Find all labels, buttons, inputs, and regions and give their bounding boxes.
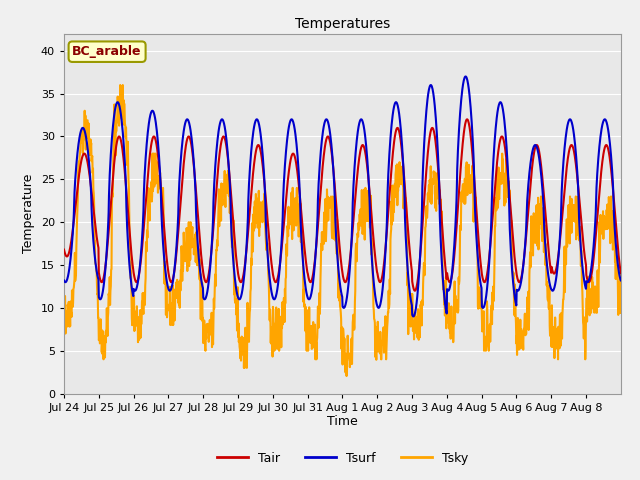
Tsky [328,235,336,241]
Tsky [343,373,351,379]
Tsky [474,306,482,312]
Tsurf [410,313,417,319]
Tair [411,288,419,294]
Tsky [611,212,618,217]
Title: Temperatures: Temperatures [295,17,390,31]
Tair [317,181,325,187]
Tair [463,117,471,122]
Legend: Tair, Tsurf, Tsky: Tair, Tsurf, Tsky [212,447,473,469]
Line: Tair: Tair [64,120,621,291]
Tair [328,150,335,156]
Tair [556,239,564,245]
Tsky [317,243,325,249]
Line: Tsky: Tsky [64,85,621,376]
Tair [147,143,155,149]
Tsurf [461,73,469,79]
Text: BC_arable: BC_arable [72,45,142,58]
Tsurf [611,218,618,224]
Tair [60,247,68,252]
Tsky [556,312,564,318]
Tair [474,233,482,239]
Tair [617,270,625,276]
Tsurf [474,260,482,266]
Tsky [617,310,625,316]
Tsky [148,179,156,185]
Tsurf [60,277,68,283]
Tsurf [556,235,564,241]
Tsurf [317,144,325,150]
Tsky [60,295,68,300]
Line: Tsurf: Tsurf [64,76,621,316]
Tsurf [617,277,625,283]
Tair [611,202,618,208]
Tsurf [147,110,155,116]
X-axis label: Time: Time [327,415,358,429]
Tsky [116,82,124,88]
Y-axis label: Temperature: Temperature [22,174,35,253]
Tsurf [328,145,335,151]
